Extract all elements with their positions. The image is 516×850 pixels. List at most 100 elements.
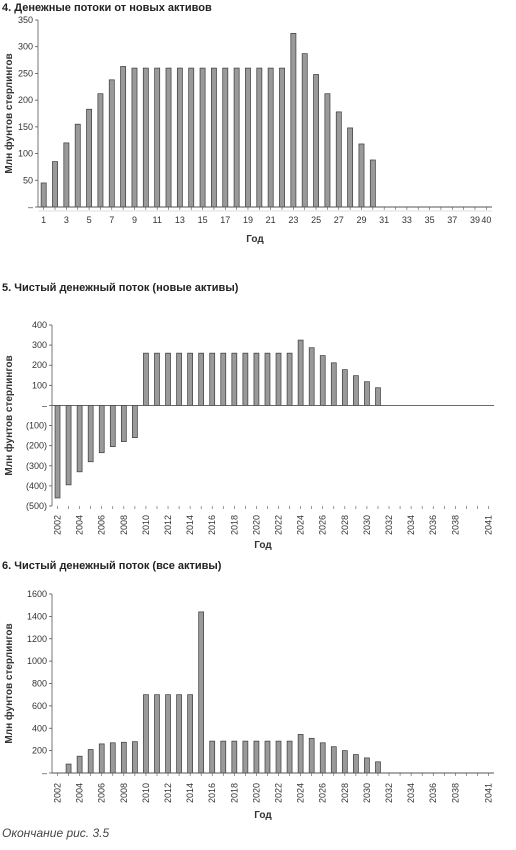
y-tick-label: 1200 (27, 634, 47, 644)
y-tick-label: (300) (26, 461, 47, 471)
bar (154, 67, 161, 208)
x-tick-label: 27 (334, 215, 344, 225)
bar (264, 740, 271, 774)
bar (364, 381, 370, 406)
bar (108, 79, 115, 208)
bar (353, 375, 359, 406)
x-tick-label: 2026 (318, 783, 328, 803)
x-tick-label: 2034 (406, 515, 416, 535)
bar (264, 352, 271, 406)
bar (211, 67, 217, 208)
bar (154, 352, 160, 406)
x-tick-label: 21 (266, 215, 276, 225)
x-tick-label: 2002 (53, 515, 63, 535)
x-tick-label: 2014 (185, 783, 195, 803)
bar (198, 611, 205, 774)
x-tick-label: 11 (153, 215, 162, 225)
bar (275, 740, 282, 774)
x-tick-label: 2014 (185, 515, 195, 535)
x-tick-label: 13 (175, 215, 185, 225)
chart-6-title: 6. Чистый денежный поток (все активы) (2, 560, 222, 572)
y-tick-label: 1000 (27, 656, 47, 666)
x-tick-label: 2004 (75, 783, 85, 803)
bar (330, 746, 337, 774)
bar (187, 352, 193, 406)
x-tick-label: 2041 (483, 515, 493, 535)
y-tick-label: 350 (18, 15, 33, 25)
x-tick-label: 2012 (163, 783, 173, 803)
x-axis-title: Год (246, 234, 264, 245)
x-tick-label: 2006 (97, 515, 107, 535)
y-tick-label: 400 (32, 723, 47, 733)
x-tick-label: 2010 (141, 783, 151, 803)
chart-6-net-cash-flow-all-assets: – 200 400 600 800 1000 1200 1400 1600 2002 2004 200… (3, 589, 494, 821)
bar (154, 694, 160, 774)
bar (165, 67, 172, 208)
x-tick-label: 2020 (251, 783, 261, 803)
bar (335, 111, 342, 208)
x-tick-label: 5 (87, 215, 92, 225)
bar (74, 123, 81, 208)
bar (98, 743, 105, 774)
bar (188, 67, 195, 208)
x-tick-label: 23 (288, 215, 298, 225)
x-tick-label: 2024 (296, 783, 306, 803)
x-tick-label: 2012 (163, 515, 173, 535)
x-axis-title: Год (254, 810, 272, 821)
x-tick-label: 2030 (362, 783, 372, 803)
x-tick-label: 2032 (384, 515, 394, 535)
bar (187, 694, 193, 774)
bar (120, 741, 127, 774)
chart-4-title: 4. Денежные потоки от новых активов (2, 2, 212, 14)
x-tick-label: 2032 (384, 783, 394, 803)
x-tick-label: 19 (243, 215, 253, 225)
x-tick-label: 2030 (362, 515, 372, 535)
x-tick-label: 2020 (251, 515, 261, 535)
y-tick-label: 300 (32, 340, 47, 350)
bar (319, 355, 326, 406)
bar (76, 405, 83, 473)
x-tick-label: 2018 (229, 783, 239, 803)
bar (40, 182, 47, 208)
y-tick-label: – (28, 202, 33, 212)
bar (120, 66, 127, 208)
bar (267, 67, 274, 208)
y-tick-label: 1400 (27, 611, 47, 621)
y-tick-label: 200 (18, 95, 33, 105)
bar (143, 352, 149, 406)
bar (65, 763, 72, 774)
y-tick-label: 100 (18, 149, 33, 159)
x-tick-label: 29 (356, 215, 366, 225)
bar (209, 740, 216, 774)
bar (353, 754, 359, 774)
x-tick-label: 2028 (340, 515, 350, 535)
x-tick-label: 2026 (318, 515, 328, 535)
y-tick-label: 1600 (27, 589, 47, 599)
y-tick-label: – (42, 768, 47, 778)
x-tick-label: 2036 (428, 783, 438, 803)
bar (54, 405, 61, 499)
x-tick-label: 37 (447, 215, 457, 225)
bar (86, 108, 92, 208)
bar (308, 347, 315, 406)
chart-5-title: 5. Чистый денежный поток (новые активы) (2, 282, 239, 294)
bar (132, 741, 138, 774)
y-axis-title: Млн фунтов стерлингов (3, 623, 15, 743)
bar (63, 142, 70, 208)
x-tick-label: 17 (220, 215, 230, 225)
bar (220, 352, 227, 406)
x-tick-label: 2034 (406, 783, 416, 803)
y-tick-label: 300 (18, 42, 33, 52)
bar (313, 74, 319, 208)
x-tick-label: 2004 (75, 515, 85, 535)
bar (143, 694, 149, 774)
bar (375, 387, 381, 406)
bar (297, 734, 304, 774)
y-axis-title: Млн фунтов стерлингов (3, 53, 15, 173)
x-tick-label: 2028 (340, 783, 350, 803)
bar (286, 740, 293, 774)
bar (253, 352, 260, 406)
bar (231, 352, 238, 406)
x-tick-label: 2041 (483, 783, 493, 803)
